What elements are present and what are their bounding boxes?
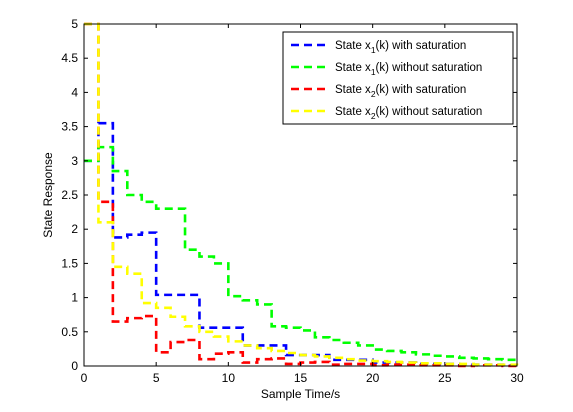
legend-subscript: 2 (371, 111, 376, 121)
y-axis-label: State Response (41, 152, 55, 238)
x-tick-label: 15 (294, 371, 308, 385)
x-tick-label: 5 (153, 371, 160, 385)
series-layer (84, 22, 519, 368)
legend-entry-1: State x1(k) with saturation (335, 40, 466, 55)
legend-name: State x (335, 84, 371, 96)
y-tick-label: 4 (71, 85, 78, 99)
y-tick-label: 1.5 (61, 256, 78, 270)
y-tick-label: 3.5 (61, 120, 78, 134)
y-tick-label: 0 (71, 359, 78, 373)
legend-name-rest: (k) with saturation (376, 84, 467, 96)
x-tick-label: 0 (81, 371, 88, 385)
legend-name-rest: (k) without saturation (376, 106, 483, 118)
legend-subscript: 1 (371, 67, 376, 77)
ticks-layer: 0 5 10 15 20 25 30 0 0.5 1 1.5 2 2.5 3 3.5 4 4.5 5 (61, 17, 524, 385)
series-line-1 (84, 121, 517, 367)
y-tick-label: 1 (71, 291, 78, 305)
y-tick-label: 0.5 (61, 325, 78, 339)
x-tick-label: 25 (438, 371, 452, 385)
legend-name: State x (335, 40, 371, 52)
legend-box (282, 31, 514, 125)
legend-subscript: 2 (371, 89, 376, 99)
legend-subscript: 1 (371, 45, 376, 55)
legend-entry-3: State x2(k) with saturation (335, 84, 466, 99)
legend-entry-2: State x1(k) without saturation (335, 62, 482, 77)
y-tick-label: 4.5 (61, 51, 78, 65)
y-tick-label: 3 (71, 154, 78, 168)
x-tick-label: 10 (222, 371, 236, 385)
x-tick-label: 30 (510, 371, 524, 385)
y-tick-label: 5 (71, 17, 78, 31)
y-tick-label: 2.5 (61, 188, 78, 202)
x-axis-label: Sample Time/s (261, 387, 340, 401)
legend-name: State x (335, 106, 371, 118)
legend-name-rest: (k) without saturation (376, 62, 483, 74)
legend-name-rest: (k) with saturation (376, 40, 467, 52)
series-line-2 (84, 145, 519, 362)
legend-entry-4: State x2(k) without saturation (335, 106, 482, 121)
series-line-4 (84, 22, 519, 366)
x-tick-label: 20 (366, 371, 380, 385)
legend-name: State x (335, 62, 371, 74)
y-tick-label: 2 (71, 222, 78, 236)
